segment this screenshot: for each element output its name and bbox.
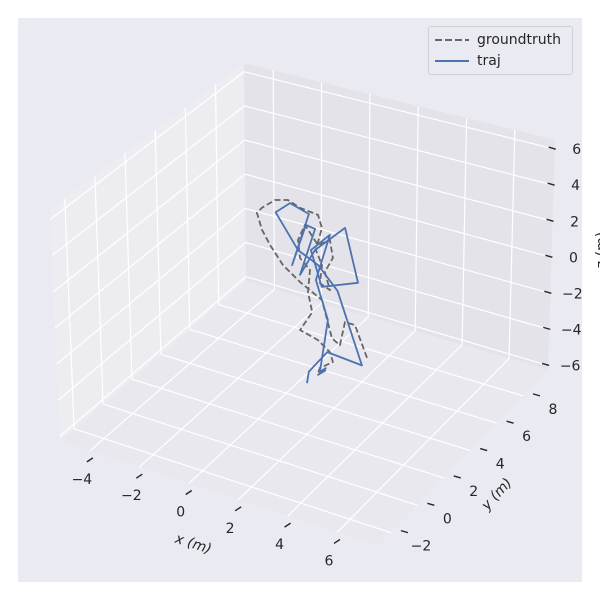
z-tick	[541, 362, 550, 367]
series-groundtruth-line	[255, 199, 368, 375]
floor-gridline-y	[73, 428, 392, 534]
y-tick-label: 8	[549, 402, 558, 418]
x-tick-label: 2	[226, 521, 235, 537]
back-pane-gridline-z	[243, 71, 555, 150]
back-pane-gridline-z	[244, 139, 553, 222]
y-tick	[506, 420, 514, 424]
z-tick	[545, 254, 553, 258]
x-tick	[135, 473, 143, 479]
z-tick-label: 0	[569, 250, 578, 266]
y-tick	[427, 502, 435, 506]
x-tick-label: 0	[176, 505, 185, 521]
z-tick	[543, 326, 551, 331]
dashed-line-swatch-icon	[435, 39, 469, 41]
z-tick	[544, 290, 552, 295]
x-tick-label: 6	[325, 553, 334, 569]
z-axis-label: z (m)	[594, 232, 600, 268]
left-pane-gridline-z	[51, 105, 245, 256]
legend-label: groundtruth	[477, 32, 562, 48]
z-tick-label: 4	[571, 178, 580, 194]
legend-item-traj: traj	[435, 52, 501, 70]
back-pane-gridline-z	[245, 276, 549, 366]
legend: groundtruth traj	[428, 26, 573, 75]
back-pane-gridline-z	[245, 207, 551, 294]
left-pane-gridline-y	[214, 84, 220, 305]
floor-gridline-y	[102, 403, 418, 506]
left-pane-gridline-z	[57, 242, 247, 401]
z-tick-label: 2	[570, 214, 579, 230]
x-tick	[284, 522, 291, 528]
left-pane-gridline-y	[124, 153, 133, 380]
left-pane-gridline-y	[64, 198, 75, 429]
y-tick	[479, 447, 488, 452]
left-pane-gridline-y	[154, 130, 162, 355]
z-tick-label: −4	[561, 322, 582, 338]
back-pane-gridline-z	[244, 173, 552, 258]
floor-gridline-x	[89, 288, 275, 452]
z-tick	[547, 182, 555, 186]
legend-item-groundtruth: groundtruth	[435, 31, 561, 49]
z-tick	[548, 146, 556, 150]
x-tick-label: −2	[121, 488, 142, 504]
floor-gridline-y	[189, 328, 497, 424]
y-tick-label: 0	[443, 511, 452, 527]
floor-gridline-y	[131, 378, 444, 479]
x-tick	[333, 538, 341, 545]
left-pane-gridline-z	[50, 71, 245, 220]
z-tick-label: −2	[562, 286, 583, 302]
series-traj-line	[274, 202, 363, 384]
left-pane-gridline-z	[54, 173, 246, 329]
back-pane-gridline-x	[272, 70, 275, 290]
left-pane-gridline-y	[184, 107, 191, 330]
x-tick-label: −4	[72, 472, 93, 488]
back-pane-gridline-x	[367, 94, 371, 318]
left-pane-gridline-z	[53, 139, 246, 293]
y-tick	[453, 475, 461, 479]
legend-label: traj	[477, 53, 501, 69]
floor-gridline-y	[218, 303, 524, 397]
back-pane-gridline-z	[245, 241, 550, 330]
back-pane-gridline-x	[414, 106, 419, 331]
floor-gridline-y	[160, 353, 471, 452]
y-tick	[400, 529, 409, 534]
left-pane-gridline-y	[94, 175, 104, 404]
left-pane-gridline-z	[59, 276, 247, 437]
y-tick-label: 4	[496, 457, 505, 473]
solid-line-swatch-icon	[435, 60, 469, 62]
floor-gridline-x	[138, 302, 322, 468]
z-tick	[546, 218, 554, 222]
floor-gridline-x	[336, 358, 510, 533]
floor-gridline-x	[237, 330, 416, 501]
back-pane-gridline-x	[508, 130, 516, 359]
x-tick	[185, 489, 193, 496]
back-pane-gridline-x	[461, 118, 468, 345]
floor-gridline-x	[188, 316, 369, 484]
y-tick-label: 2	[469, 484, 478, 500]
x-tick	[234, 506, 242, 512]
back-pane-gridline-z	[244, 105, 554, 186]
left-pane-gridline-z	[56, 207, 246, 365]
z-tick-label: 6	[572, 142, 581, 158]
z-tick-label: −6	[560, 358, 581, 374]
floor-pane	[60, 281, 548, 546]
x-tick	[86, 457, 94, 463]
y-tick	[532, 393, 541, 397]
floor-gridline-x	[287, 344, 463, 517]
x-tick-label: 4	[275, 537, 284, 553]
y-tick-label: 6	[522, 429, 531, 445]
y-tick-label: −2	[411, 539, 432, 555]
